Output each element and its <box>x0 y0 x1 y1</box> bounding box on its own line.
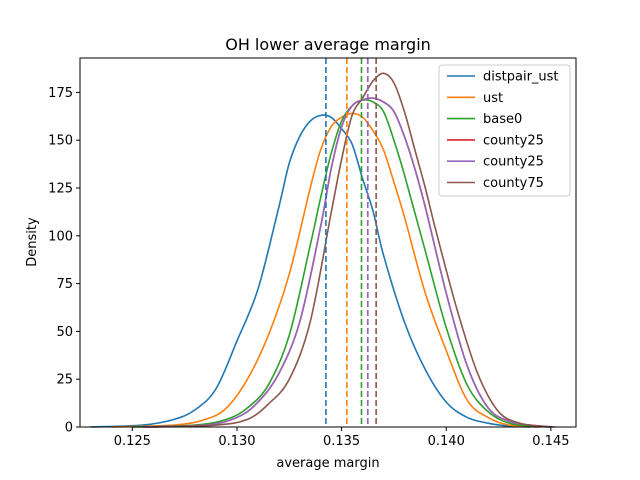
mean-lines-layer <box>325 58 377 427</box>
x-tick-label: 0.130 <box>218 434 255 449</box>
y-tick-label: 150 <box>48 134 73 149</box>
legend-label-4: county25 <box>483 133 544 148</box>
y-tick-label: 125 <box>48 182 73 197</box>
series-line-1 <box>90 114 530 428</box>
plot-frame <box>79 57 577 428</box>
x-axis: 0.125 0.130 0.135 0.140 0.145 <box>114 427 569 449</box>
y-axis: 0 25 50 75 100 125 150 175 <box>48 86 80 436</box>
legend-label-6: county75 <box>483 176 544 191</box>
legend-label-3: base0 <box>483 112 522 127</box>
x-tick-label: 0.125 <box>114 434 151 449</box>
legend-label-1: distpair_ust <box>483 70 559 85</box>
y-tick-label: 25 <box>56 373 73 388</box>
y-tick-label: 75 <box>56 277 73 292</box>
y-tick-label: 0 <box>65 421 73 436</box>
series-line-5 <box>142 97 551 428</box>
chart-title: OH lower average margin <box>225 35 431 54</box>
y-tick-label: 50 <box>56 325 73 340</box>
y-axis-label: Density <box>25 217 40 267</box>
x-tick-label: 0.135 <box>323 434 360 449</box>
plot-area <box>79 57 577 428</box>
x-axis-label: average margin <box>276 456 379 471</box>
series-layer <box>90 72 556 428</box>
legend-label-2: ust <box>483 91 503 106</box>
y-tick-label: 100 <box>48 229 73 244</box>
x-tick-label: 0.140 <box>428 434 465 449</box>
x-tick-label: 0.145 <box>532 434 569 449</box>
series-line-6 <box>153 72 556 428</box>
legend-label-5: county25 <box>483 155 544 170</box>
y-tick-label: 175 <box>48 86 73 101</box>
